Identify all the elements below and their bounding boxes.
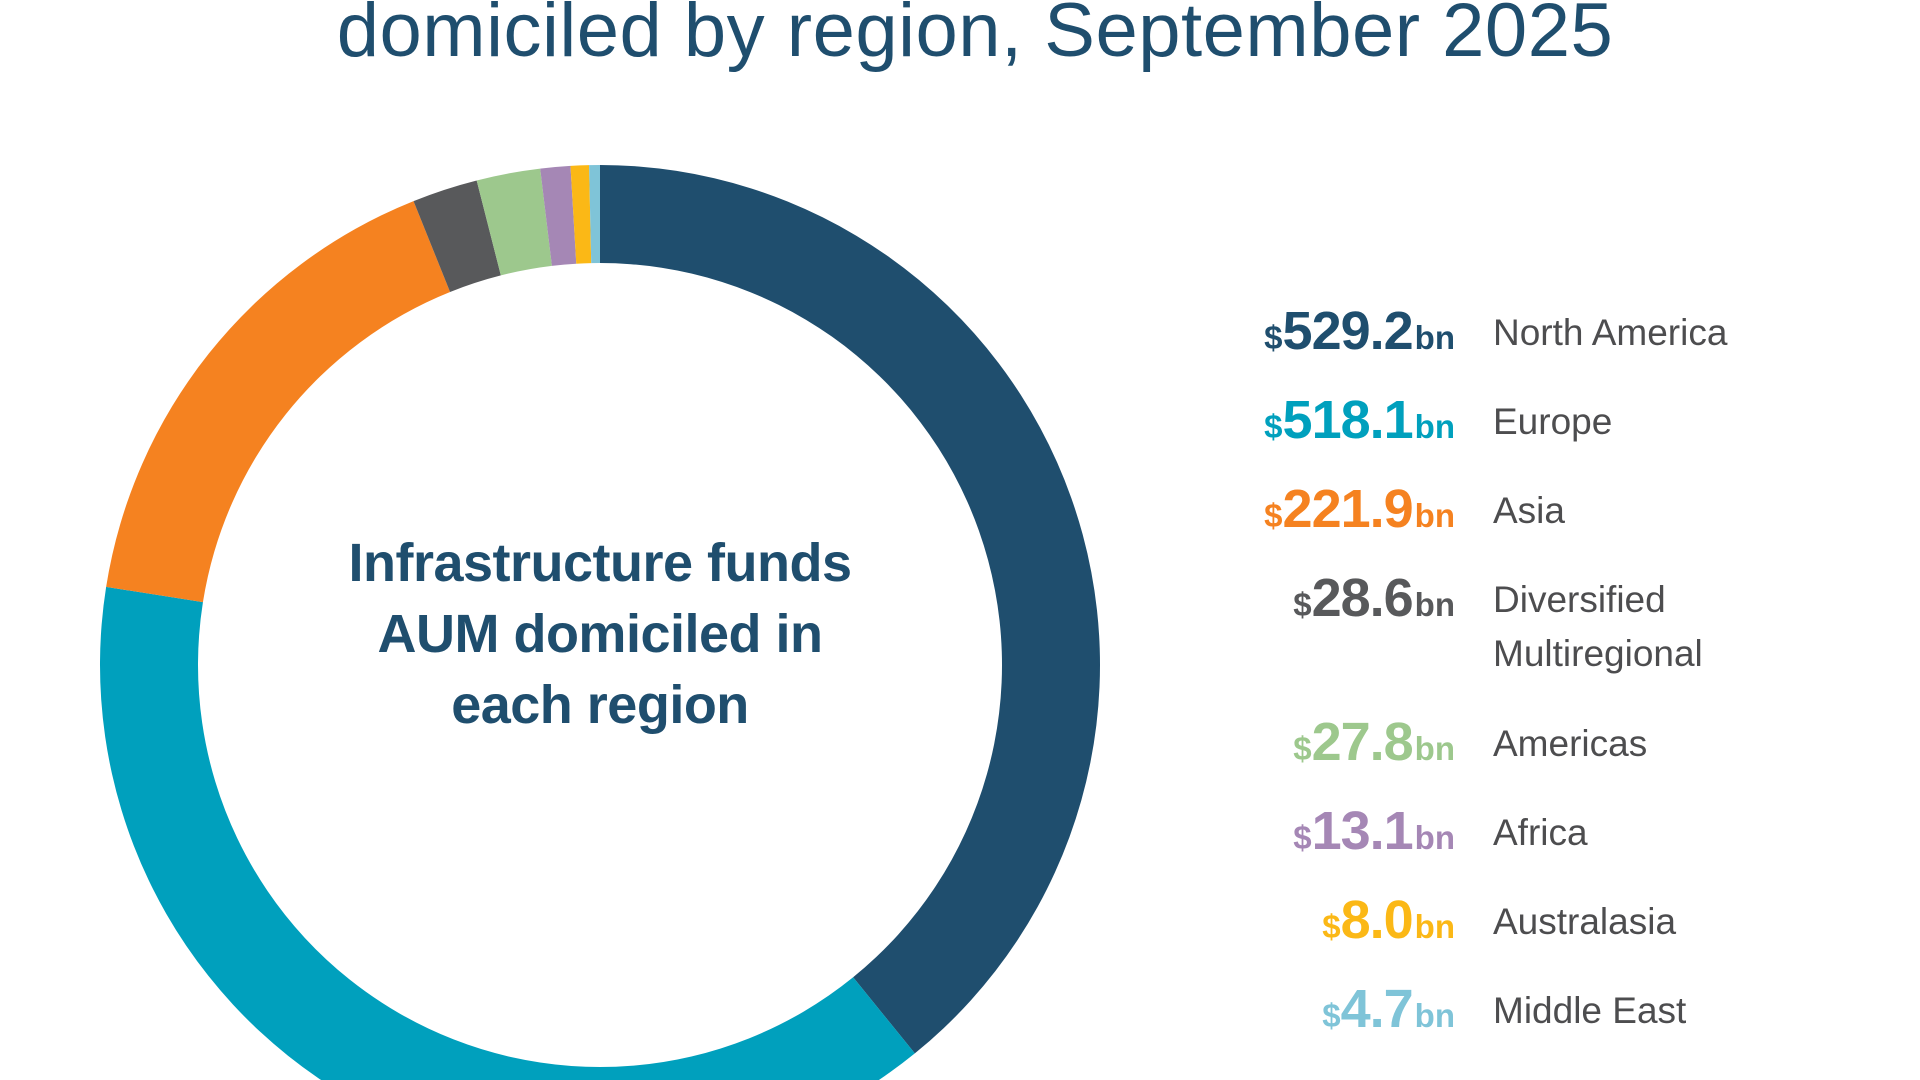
legend-value: $518.1bn [1150, 389, 1455, 465]
legend-value: $4.7bn [1150, 978, 1455, 1054]
currency-symbol: $ [1322, 908, 1341, 945]
value-unit: bn [1414, 408, 1455, 445]
value-unit: bn [1414, 908, 1455, 945]
value-number: 13.1 [1311, 801, 1414, 861]
currency-symbol: $ [1322, 997, 1341, 1034]
value-number: 529.2 [1282, 301, 1414, 361]
currency-symbol: $ [1264, 319, 1283, 356]
legend-item-americas: $27.8bn Americas [1150, 711, 1920, 787]
donut-segments [100, 165, 1101, 1080]
value-number: 221.9 [1282, 479, 1414, 539]
currency-symbol: $ [1293, 819, 1312, 856]
legend-item-africa: $13.1bn Africa [1150, 800, 1920, 876]
currency-symbol: $ [1264, 497, 1283, 534]
legend-label: Europe [1493, 401, 1613, 442]
donut-segment-diversified-multiregional [413, 180, 501, 293]
value-unit: bn [1414, 730, 1455, 767]
value-number: 4.7 [1340, 979, 1414, 1039]
legend-label: Africa [1493, 812, 1588, 853]
legend-item-europe: $518.1bn Europe [1150, 389, 1920, 465]
chart-title: domiciled by region, September 2025 [336, 0, 1614, 73]
legend-value: $8.0bn [1150, 889, 1455, 965]
legend-label: Americas [1493, 723, 1648, 764]
legend-item-diversified-multiregional: $28.6bn Diversified Multiregional [1150, 567, 1920, 681]
currency-symbol: $ [1264, 408, 1283, 445]
donut-segment-north-america [600, 165, 1101, 1054]
legend-value: $28.6bn [1150, 567, 1455, 643]
donut-segment-middle-east [589, 165, 600, 264]
value-number: 28.6 [1311, 568, 1414, 628]
legend-item-middle-east: $4.7bn Middle East [1150, 978, 1920, 1054]
legend-item-asia: $221.9bn Asia [1150, 478, 1920, 554]
value-unit: bn [1414, 497, 1455, 534]
legend-value: $221.9bn [1150, 478, 1455, 554]
value-number: 518.1 [1282, 390, 1414, 450]
legend-label: Diversified Multiregional [1493, 579, 1703, 674]
donut-segment-asia [106, 201, 451, 603]
value-unit: bn [1414, 586, 1455, 623]
currency-symbol: $ [1293, 730, 1312, 767]
donut-segment-australasia [570, 165, 592, 264]
legend-item-north-america: $529.2bn North America [1150, 300, 1920, 376]
donut-segment-africa [540, 165, 577, 266]
legend-value: $529.2bn [1150, 300, 1455, 376]
legend-label: Middle East [1493, 990, 1687, 1031]
value-number: 27.8 [1311, 712, 1414, 772]
value-unit: bn [1414, 319, 1455, 356]
currency-symbol: $ [1293, 586, 1312, 623]
legend-value: $27.8bn [1150, 711, 1455, 787]
donut-segment-americas [476, 168, 552, 276]
legend-label: Australasia [1493, 901, 1677, 942]
donut-center-label: Infrastructure funds AUM domiciled in ea… [348, 533, 852, 735]
value-unit: bn [1414, 997, 1455, 1034]
legend-label: North America [1493, 312, 1728, 353]
legend-item-australasia: $8.0bn Australasia [1150, 889, 1920, 965]
value-unit: bn [1414, 819, 1455, 856]
legend: $529.2bn North America $518.1bn Europe $… [1150, 0, 1920, 1080]
legend-value: $13.1bn [1150, 800, 1455, 876]
donut-segment-europe [100, 586, 915, 1080]
value-number: 8.0 [1340, 890, 1414, 950]
legend-label: Asia [1493, 490, 1565, 531]
